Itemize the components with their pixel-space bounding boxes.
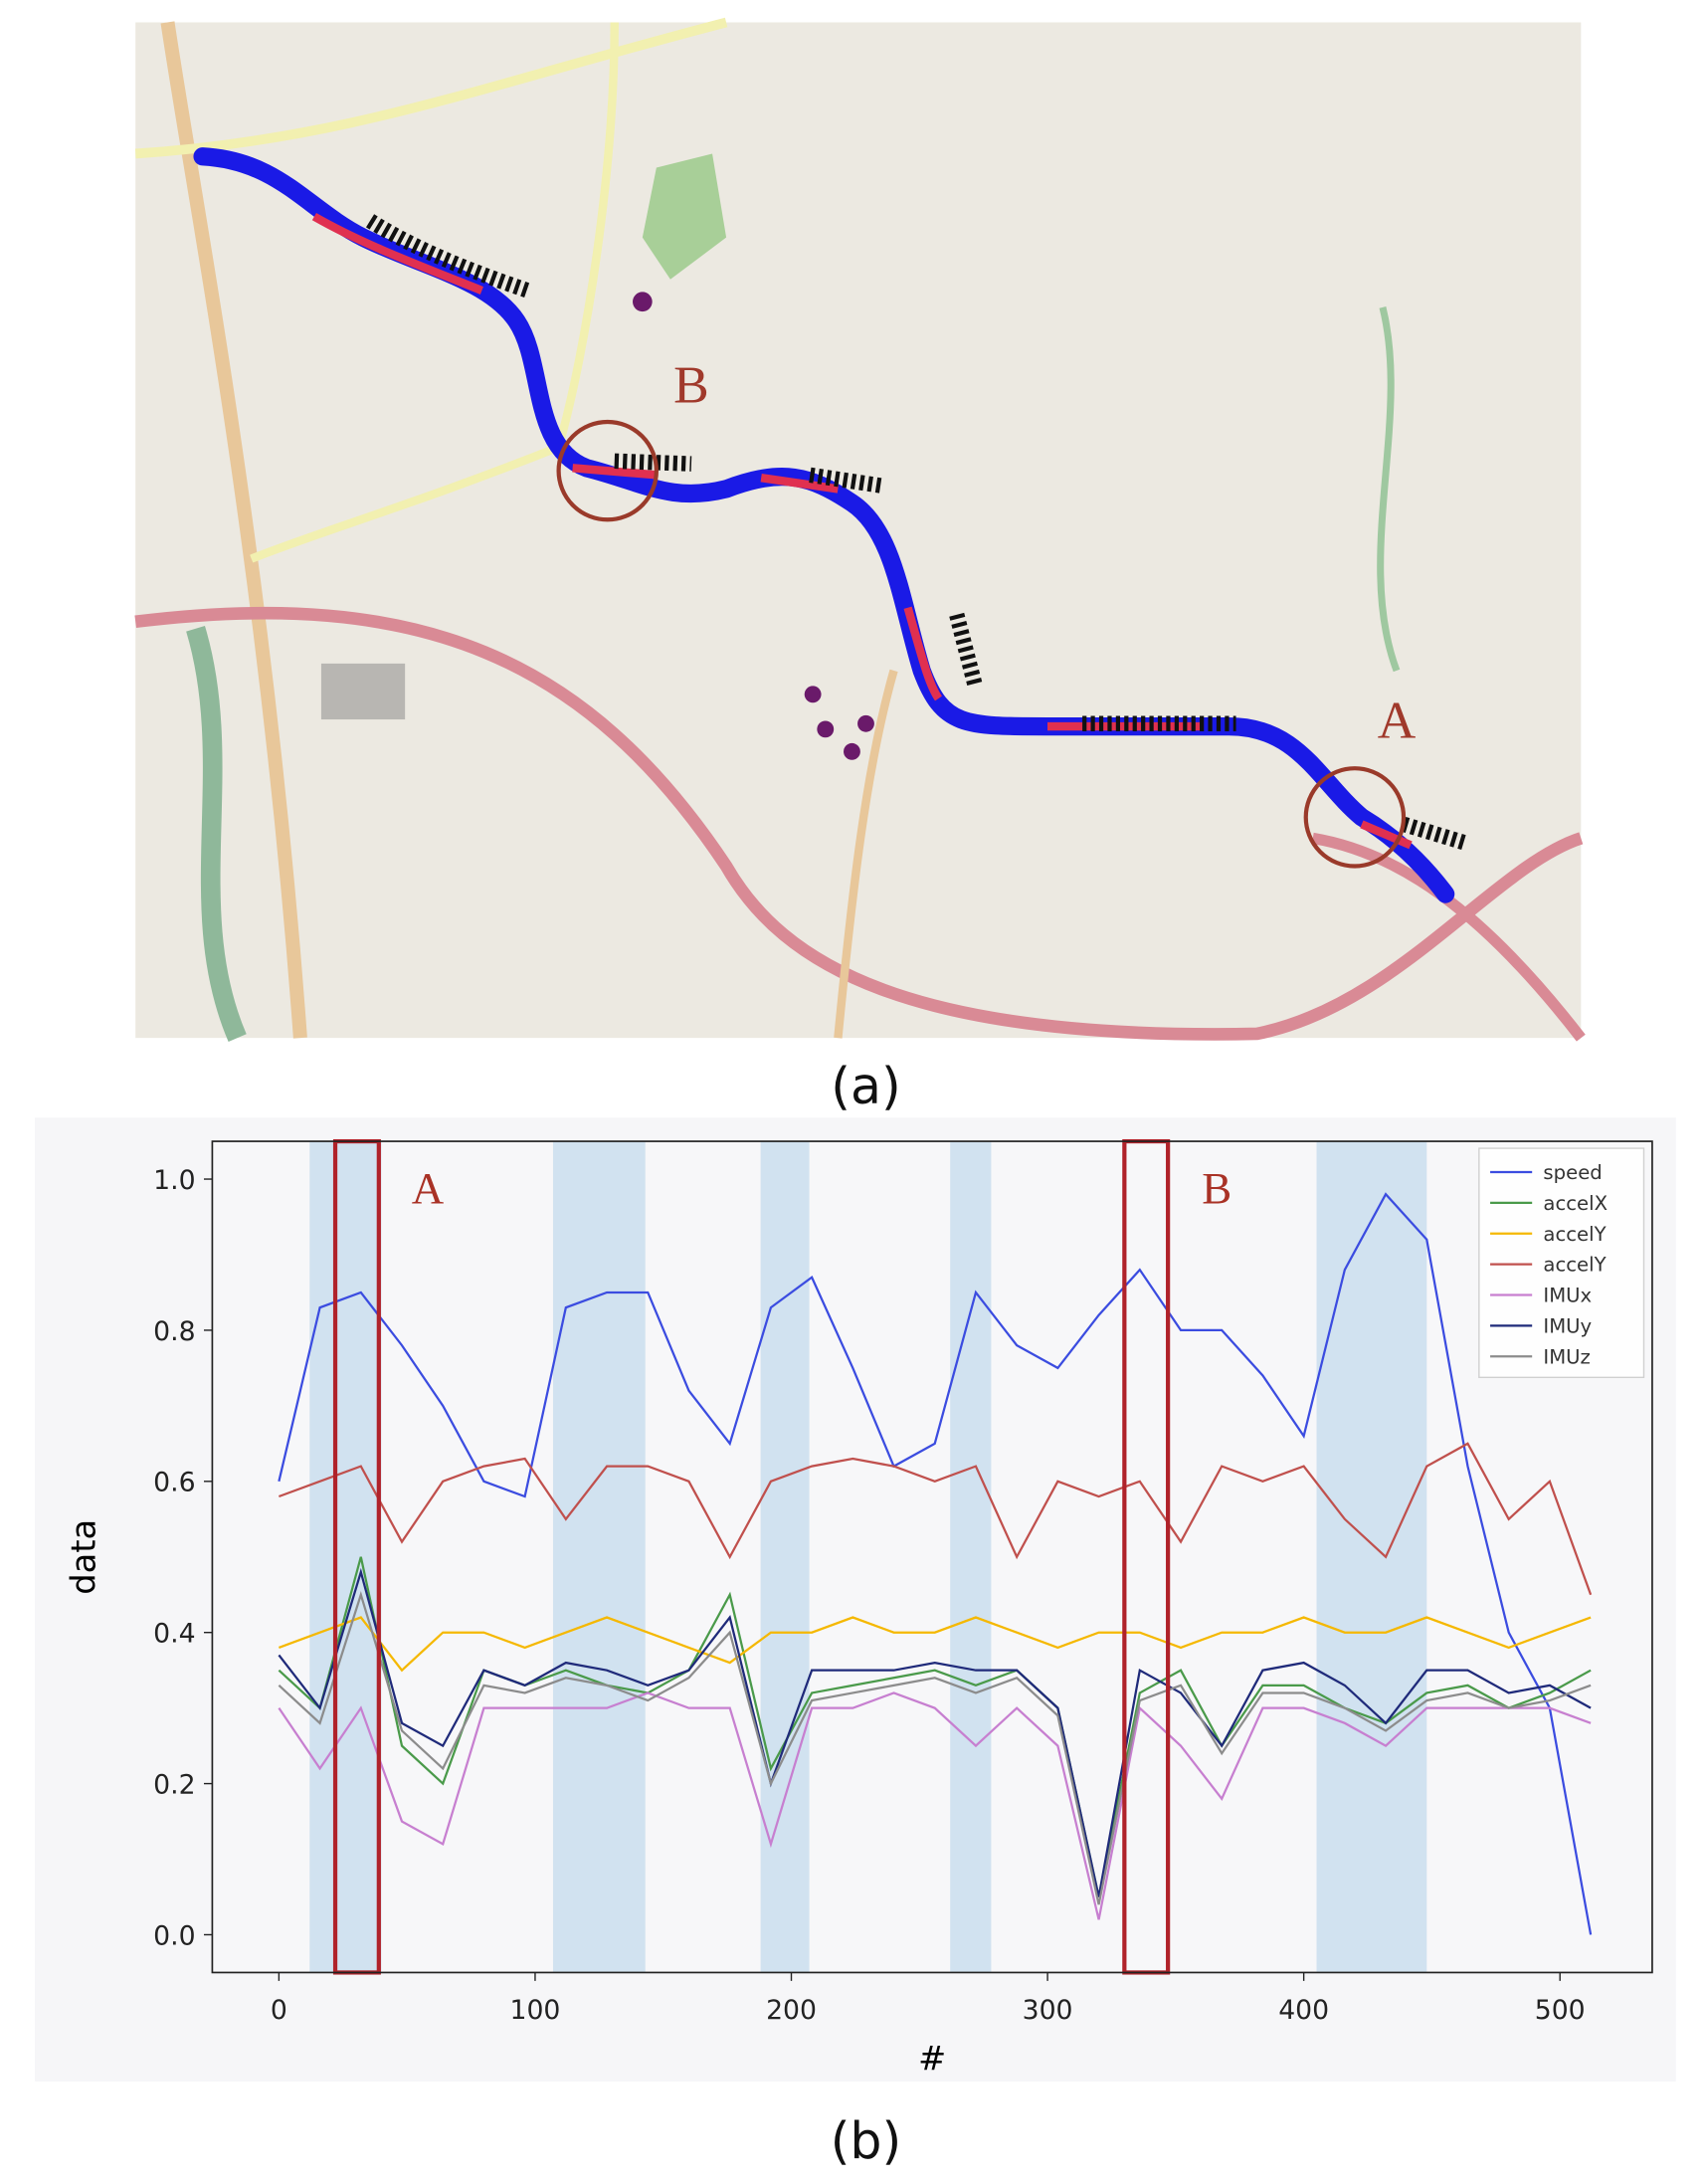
map-road	[134, 17, 728, 159]
route-event	[311, 212, 483, 295]
x-tick-label: 0	[271, 1995, 287, 2026]
series-line	[278, 1616, 1592, 1673]
series-line	[278, 1567, 1592, 1897]
y-tick-label: 0.6	[153, 1468, 195, 1498]
figure-content: A B (a) 0 100 200 300 400 500 0.0 0.2 0.4 0.6 0.8 1…	[35, 17, 1676, 2170]
legend-label: accelY	[1543, 1223, 1607, 1246]
poi	[633, 292, 874, 760]
series-line	[278, 1442, 1593, 1596]
highlight-span	[760, 1141, 810, 1973]
x-tick-label: 200	[766, 1995, 817, 2026]
box-label: B	[1202, 1163, 1231, 1213]
legend-label: accelY	[1543, 1254, 1607, 1277]
highlight-span	[950, 1141, 992, 1973]
y-tick-label: 1.0	[153, 1165, 195, 1196]
y-tick-label: 0.4	[153, 1619, 195, 1650]
plot-area	[212, 1141, 1652, 1973]
marker-label: A	[1378, 690, 1417, 749]
y-tick-label: 0.8	[153, 1316, 195, 1347]
map-park	[642, 153, 727, 280]
map-motorway	[134, 606, 1584, 1041]
y-axis-label: data	[64, 1519, 102, 1595]
legend-label: IMUx	[1543, 1285, 1592, 1307]
x-tick-label: 100	[509, 1995, 560, 2026]
y-tick-label: 0.0	[153, 1920, 195, 1951]
series-line	[278, 1691, 1592, 1920]
plot-frame	[211, 1140, 1653, 1974]
caption: (a)	[831, 1057, 900, 1115]
highlight-span	[1316, 1141, 1427, 1973]
x-tick-label: 400	[1278, 1995, 1329, 2026]
map-area	[320, 663, 406, 720]
legend-label: accelX	[1543, 1192, 1608, 1215]
series-line	[278, 1192, 1593, 1935]
legend-box	[1478, 1147, 1645, 1379]
x-tick-label: 300	[1023, 1995, 1073, 2026]
box-label: A	[412, 1163, 445, 1213]
chart: 0 100 200 300 400 500 0.0 0.2 0.4 0.6 0.8 1.0 # data A…	[64, 1138, 1653, 2079]
marker-circle	[1303, 766, 1407, 869]
marker-circle	[556, 419, 659, 522]
legend-label: speed	[1543, 1161, 1602, 1184]
map-river	[1377, 306, 1401, 673]
marker-label: B	[673, 354, 709, 414]
y-tick-label: 0.2	[153, 1769, 195, 1800]
legend-label: IMUz	[1543, 1345, 1590, 1368]
highlight-span	[552, 1141, 646, 1973]
highlight-span	[309, 1141, 382, 1973]
map-river	[186, 625, 247, 1043]
legend-label: IMUy	[1543, 1314, 1592, 1337]
map-road	[160, 21, 307, 1039]
caption: (b)	[831, 2111, 902, 2170]
x-tick-label: 500	[1535, 1995, 1586, 2026]
detections	[365, 214, 1466, 851]
series-line	[278, 1590, 1592, 1905]
map-road	[834, 669, 898, 1039]
x-axis-label: #	[918, 2040, 946, 2079]
